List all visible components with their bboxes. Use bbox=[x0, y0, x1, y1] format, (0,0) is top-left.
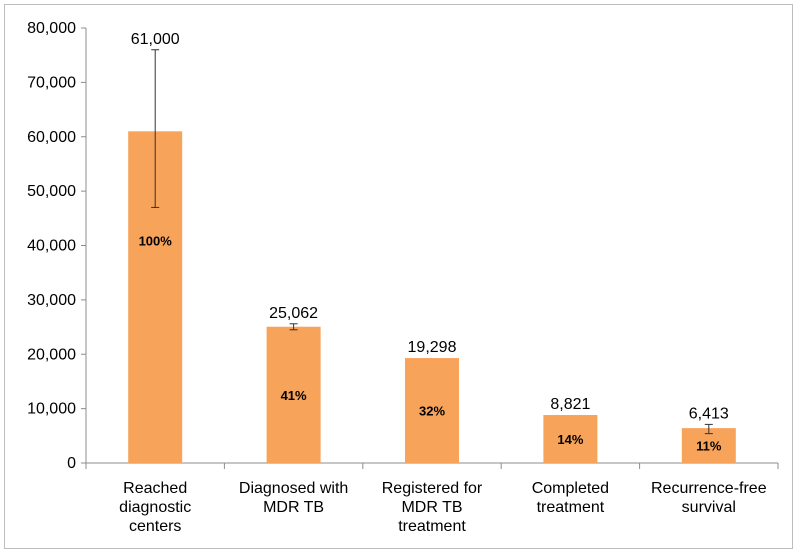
y-tick-label: 70,000 bbox=[27, 74, 76, 91]
x-category-label: Registered for MDR TB treatment bbox=[382, 480, 483, 535]
percent-label: 100% bbox=[139, 234, 173, 249]
y-tick-label: 20,000 bbox=[27, 346, 76, 363]
x-category-label-line: Reached bbox=[123, 480, 187, 497]
percent-label: 14% bbox=[557, 432, 583, 447]
data-label: 19,298 bbox=[408, 339, 457, 356]
y-tick-label: 0 bbox=[67, 455, 76, 472]
x-category-label-line: MDR TB bbox=[263, 499, 324, 516]
data-label: 61,000 bbox=[131, 31, 180, 48]
x-category-label-line: treatment bbox=[398, 518, 466, 535]
y-tick-label: 40,000 bbox=[27, 238, 76, 255]
percent-label: 32% bbox=[419, 404, 445, 419]
data-label: 25,062 bbox=[269, 305, 318, 322]
chart-frame bbox=[4, 4, 793, 549]
x-category-label-line: Completed bbox=[532, 480, 609, 497]
y-tick-label: 80,000 bbox=[27, 20, 76, 37]
x-category-label: Completed treatment bbox=[532, 480, 609, 516]
y-tick-label: 10,000 bbox=[27, 401, 76, 418]
bar bbox=[266, 326, 321, 463]
x-category-label-line: Registered for bbox=[382, 480, 483, 497]
bar bbox=[405, 358, 459, 463]
data-label: 6,413 bbox=[689, 405, 729, 422]
x-category-label-line: Recurrence-free bbox=[651, 480, 767, 497]
y-tick-label: 60,000 bbox=[27, 129, 76, 146]
x-category-label: Reached diagnostic centers bbox=[119, 480, 191, 535]
x-category-label-line: diagnostic bbox=[119, 499, 191, 516]
percent-label: 11% bbox=[696, 439, 722, 454]
x-category-label: Diagnosed with MDR TB bbox=[239, 480, 348, 516]
x-category-label-line: Diagnosed with bbox=[239, 480, 348, 497]
bar bbox=[543, 415, 598, 463]
data-label: 8,821 bbox=[550, 396, 590, 413]
x-category-label-line: survival bbox=[682, 499, 736, 516]
x-category-label-line: centers bbox=[129, 518, 181, 535]
percent-label: 41% bbox=[281, 388, 307, 403]
x-category-label-line: treatment bbox=[537, 499, 605, 516]
x-category-label-line: MDR TB bbox=[401, 499, 462, 516]
y-tick-label: 30,000 bbox=[27, 292, 76, 309]
y-tick-label: 50,000 bbox=[27, 183, 76, 200]
x-category-label: Recurrence-free survival bbox=[651, 480, 767, 516]
